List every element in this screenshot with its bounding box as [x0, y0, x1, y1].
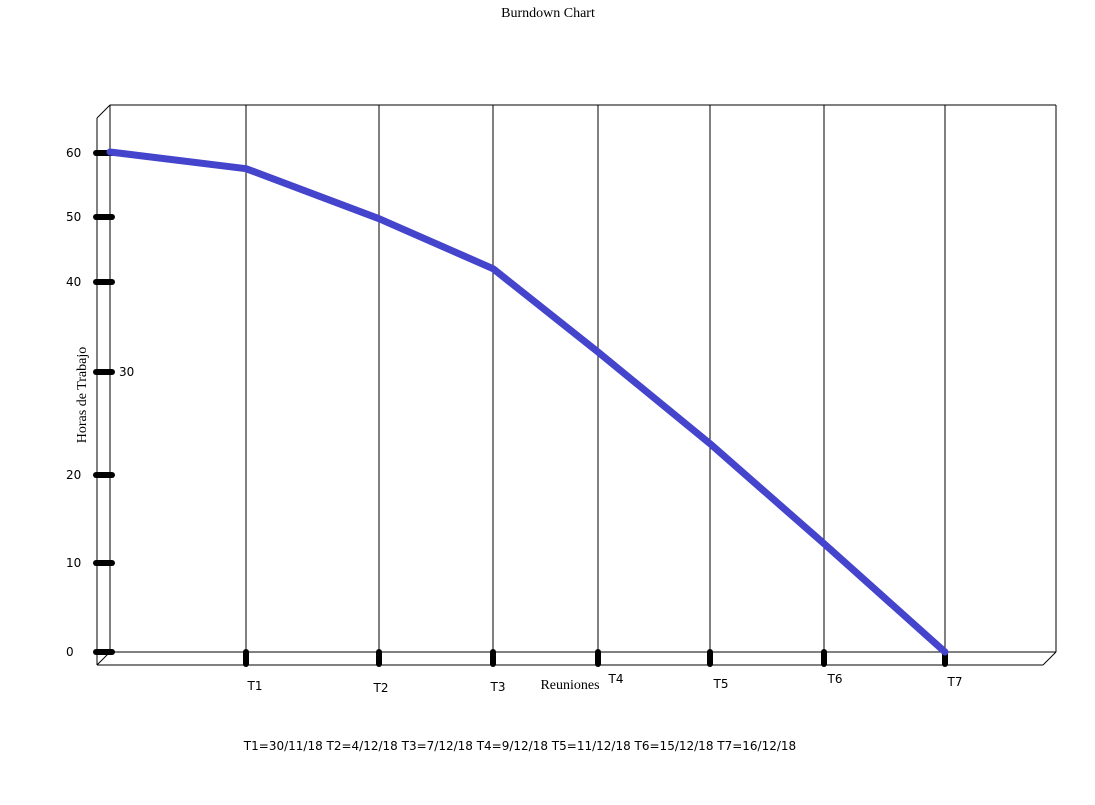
y-tick-label: 0 [66, 645, 74, 659]
y-axis-label: Horas de Trabajo [75, 347, 90, 443]
x-axis-ticks: T1 T2 T3 T4 T5 T6 T7 [243, 649, 963, 695]
y-tick-label: 20 [66, 468, 81, 482]
chart-title: Burndown Chart [501, 6, 595, 21]
series-line [106, 148, 949, 656]
y-tick-label: 60 [66, 146, 81, 160]
y-tick-label: 50 [66, 210, 81, 224]
series-group [106, 148, 949, 656]
x-tick-label: T4 [608, 672, 624, 686]
y-tick-label: 40 [66, 275, 81, 289]
x-tick-label: T7 [947, 675, 963, 689]
x-axis-label: Reuniones [540, 678, 599, 693]
date-legend: T1=30/11/18 T2=4/12/18 T3=7/12/18 T4=9/1… [243, 739, 796, 753]
y-tick-label: 10 [66, 556, 81, 570]
x-tick-label: T5 [713, 677, 729, 691]
plot-frame [96, 104, 1057, 666]
x-tick-label: T3 [490, 680, 506, 694]
y-tick-label: 30 [119, 365, 134, 379]
x-tick-label: T1 [247, 679, 263, 693]
x-tick-label: T2 [373, 681, 389, 695]
vertical-gridlines [245, 105, 946, 652]
y-axis-ticks: 0 10 20 30 40 50 60 [66, 146, 134, 659]
x-tick-label: T6 [827, 672, 843, 686]
